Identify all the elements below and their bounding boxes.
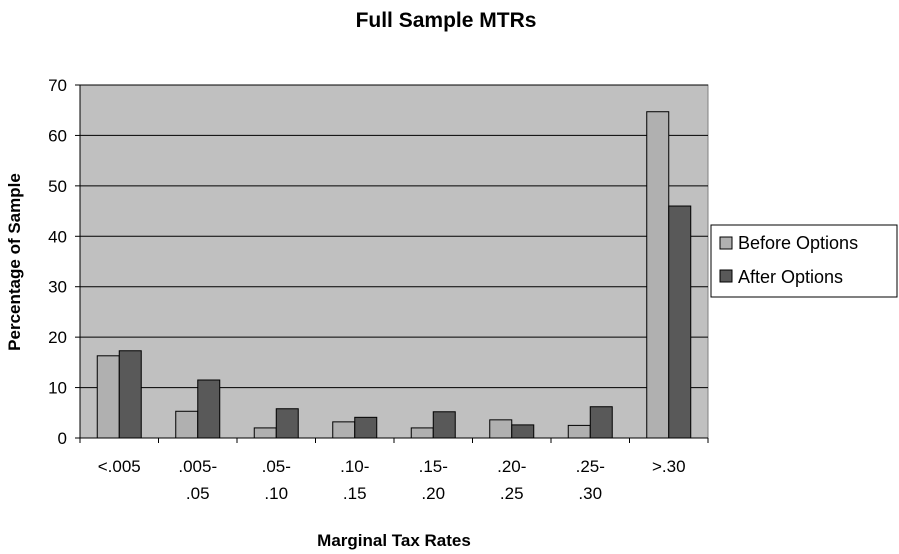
bar-before-options — [489, 419, 513, 439]
y-tick-label: 30 — [48, 278, 67, 297]
bar-before-options — [96, 355, 120, 439]
bar-after-options — [275, 408, 299, 439]
y-tick-labels: 0 10 20 30 40 50 60 70 — [48, 76, 67, 448]
x-tick-label: .005- — [178, 457, 217, 476]
bar-before-options — [175, 410, 199, 439]
x-tick-label: .05- — [262, 457, 291, 476]
x-tick-label: <.005 — [98, 457, 141, 476]
bars — [96, 111, 692, 439]
y-tick-label: 50 — [48, 177, 67, 196]
legend-box — [710, 224, 898, 298]
x-tick-label: .15 — [343, 484, 367, 503]
bar-after-options — [432, 411, 456, 439]
bar-before-options — [253, 427, 277, 439]
x-tick-label: .05 — [186, 484, 210, 503]
bar-before-options — [332, 421, 356, 439]
bar-before-options — [646, 111, 670, 439]
x-tick-label: .25 — [500, 484, 524, 503]
x-tick-label: .15- — [419, 457, 448, 476]
x-tick-label: >.30 — [652, 457, 686, 476]
legend: Before Options After Options — [710, 224, 898, 298]
x-tick-label: .25- — [576, 457, 605, 476]
plot-area — [79, 84, 709, 439]
x-axis-title: Marginal Tax Rates — [317, 531, 471, 550]
y-tick-label: 0 — [58, 429, 67, 448]
bar-before-options — [567, 424, 591, 439]
legend-label-after-options: After Options — [738, 267, 843, 287]
x-tick-label: .20- — [497, 457, 526, 476]
bar-after-options — [511, 424, 535, 439]
bar-after-options — [118, 350, 142, 439]
bar-after-options — [668, 205, 692, 439]
bar-after-options — [354, 416, 378, 439]
y-tick-label: 40 — [48, 227, 67, 246]
bar-before-options — [410, 427, 434, 439]
bar-after-options — [589, 406, 613, 439]
legend-label-before-options: Before Options — [738, 233, 858, 253]
x-tick-label: .10- — [340, 457, 369, 476]
y-axis-title: Percentage of Sample — [5, 173, 24, 351]
bar-after-options — [197, 379, 221, 439]
gridlines — [80, 84, 708, 389]
legend-swatch-after-options — [719, 269, 733, 283]
x-tick-label: .30 — [578, 484, 602, 503]
legend-swatch-before-options — [719, 236, 733, 250]
x-tick-label: .10 — [264, 484, 288, 503]
y-tick-label: 20 — [48, 328, 67, 347]
y-tick-label: 10 — [48, 379, 67, 398]
y-tick-label: 60 — [48, 126, 67, 145]
x-tick-labels: <.005 .005- .05 .05- .10 .10- .15 .15- .20 .20- .2… — [98, 457, 686, 503]
chart-title: Full Sample MTRs — [356, 9, 537, 32]
y-tick-label: 70 — [48, 76, 67, 95]
x-tick-label: .20 — [421, 484, 445, 503]
axes — [75, 84, 709, 443]
